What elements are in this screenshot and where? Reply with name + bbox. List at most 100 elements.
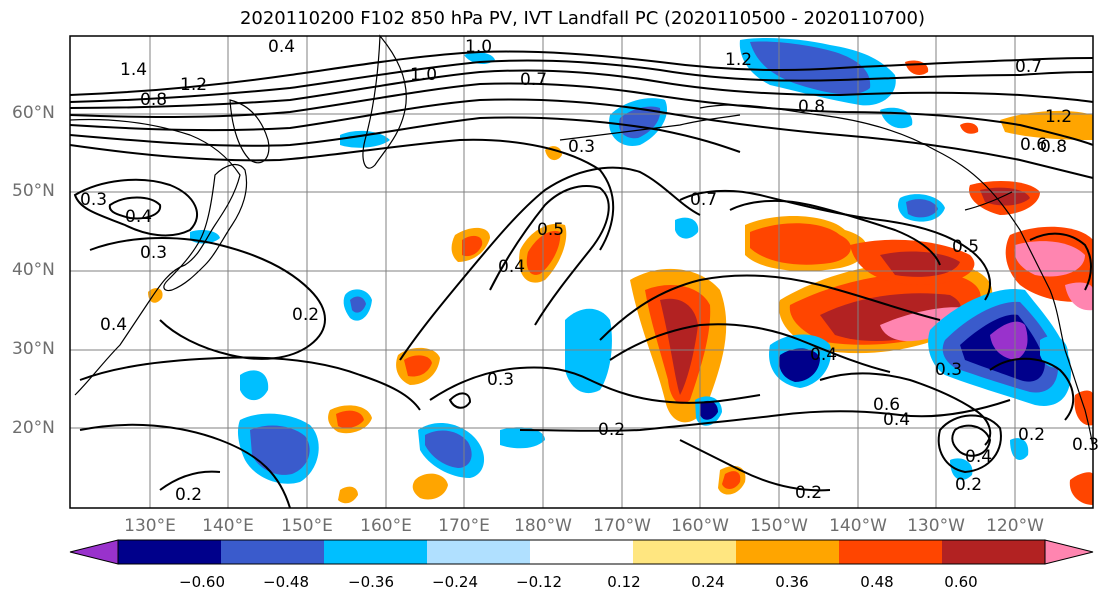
contour-line xyxy=(69,98,1094,179)
negative-pv-area xyxy=(250,425,310,475)
contour-label: 0.2 xyxy=(598,420,625,440)
coastlines xyxy=(69,34,1094,451)
colorbar-segment xyxy=(324,540,428,564)
lon-label: 180°W xyxy=(514,516,572,536)
positive-pv-area xyxy=(722,471,741,489)
negative-pv-area xyxy=(500,427,545,449)
positive-pv-area xyxy=(750,223,851,265)
contour-label: 0.4 xyxy=(883,410,910,430)
contour-line xyxy=(609,323,891,373)
lat-label: 20°N xyxy=(12,418,55,438)
negative-pv-area xyxy=(425,430,472,468)
positive-pv-area xyxy=(462,235,483,257)
contour-label: 0.7 xyxy=(1015,57,1042,77)
colorbar-tick-label: −0.48 xyxy=(263,573,309,591)
contour-label: 0.5 xyxy=(952,237,979,257)
positive-pv-area xyxy=(1069,472,1093,505)
colorbar-outline xyxy=(117,539,1046,565)
map-frame xyxy=(69,35,1094,509)
positive-pv-area xyxy=(404,355,432,377)
positive-pv-area xyxy=(412,473,448,500)
colorbar-tick-label: 0.36 xyxy=(775,573,809,591)
positive-pv-area xyxy=(960,122,979,134)
colorbar-tick-label: −0.60 xyxy=(179,573,225,591)
contour-label: 0.4 xyxy=(810,345,837,365)
contour-label: 0.4 xyxy=(498,257,525,277)
colorbar-tick-label: 0.48 xyxy=(860,573,894,591)
contour-line xyxy=(679,189,991,301)
lat-label: 50°N xyxy=(12,181,55,201)
colorbar-segment xyxy=(942,540,1046,564)
contour-line xyxy=(519,399,1011,432)
asia-coastline xyxy=(69,118,241,396)
contour-label: 0.2 xyxy=(1018,425,1045,445)
lat-label: 60°N xyxy=(12,103,55,123)
contour-line xyxy=(108,196,162,220)
contour-label: 0.5 xyxy=(537,220,564,240)
contour-line xyxy=(69,82,1094,146)
contour-line xyxy=(69,69,1094,109)
lon-label: 120°W xyxy=(986,516,1044,536)
contour-line xyxy=(79,423,291,509)
contour-label: 0.3 xyxy=(80,190,107,210)
contour-label: 1.0 xyxy=(410,65,437,85)
colorbar-tick-label: −0.24 xyxy=(432,573,478,591)
lon-label: 160°W xyxy=(671,516,729,536)
positive-pv-area xyxy=(148,288,163,303)
negative-pv-area xyxy=(779,348,820,382)
contour-label: 0.4 xyxy=(965,447,992,467)
positive-pv-area xyxy=(338,486,358,504)
contour-lines xyxy=(69,50,1094,509)
colorbar-tick-label: −0.12 xyxy=(516,573,562,591)
contour-line xyxy=(429,366,761,404)
negative-pv-area xyxy=(700,400,718,420)
negative-pv-area xyxy=(950,458,973,480)
contour-line xyxy=(489,185,610,326)
contour-label: 0.2 xyxy=(292,305,319,325)
contour-label: 0.2 xyxy=(955,475,982,495)
lon-label: 140°E xyxy=(202,516,254,536)
contour-label: 0.3 xyxy=(568,137,595,157)
contour-label: 0.8 xyxy=(798,97,825,117)
contour-label: 0.7 xyxy=(690,190,717,210)
contour-label: 0.3 xyxy=(935,360,962,380)
contour-line xyxy=(679,439,831,492)
colorbar-extend-left xyxy=(69,539,119,565)
positive-pv-area xyxy=(1014,241,1085,277)
negative-pv-area xyxy=(750,41,871,95)
colorbar-tick-label: −0.36 xyxy=(348,573,394,591)
contour-line xyxy=(937,414,1002,474)
lon-label: 170°W xyxy=(593,516,651,536)
negative-pv-area xyxy=(350,296,366,313)
colorbar-tick-label: 0.12 xyxy=(607,573,641,591)
contour-label: 1.2 xyxy=(1045,107,1072,127)
lon-label: 170°E xyxy=(438,516,490,536)
positive-pv-area xyxy=(526,230,561,275)
lon-label: 130°E xyxy=(124,516,176,536)
lat-label: 30°N xyxy=(12,339,55,359)
colorbar-tick-label: 0.60 xyxy=(944,573,978,591)
kamchatka-coastline xyxy=(362,34,407,169)
lon-label: 140°W xyxy=(829,516,887,536)
contour-label: 0.4 xyxy=(100,315,127,335)
contour-label: 0.8 xyxy=(1040,137,1067,157)
contour-line xyxy=(69,50,1094,96)
lon-label: 160°E xyxy=(360,516,412,536)
contour-label: 0.2 xyxy=(175,485,202,505)
contour-line xyxy=(819,372,992,446)
contour-line xyxy=(159,470,221,491)
contour-label: 0.4 xyxy=(268,37,295,57)
colorbar-segment xyxy=(736,540,840,564)
contour-label: 0.3 xyxy=(487,370,514,390)
colorbar-segment xyxy=(427,540,531,564)
contour-label: 1.4 xyxy=(120,60,147,80)
lon-label: 150°W xyxy=(750,516,808,536)
contour-label: 1.0 xyxy=(465,37,492,57)
colorbar-segment xyxy=(530,540,634,564)
contour-label: 0.7 xyxy=(520,70,547,90)
contour-label: 1.2 xyxy=(725,50,752,70)
colorbar-segment xyxy=(221,540,325,564)
contour-line xyxy=(399,166,701,361)
north-america-coastline xyxy=(699,104,1094,451)
contour-label: 0.3 xyxy=(140,243,167,263)
